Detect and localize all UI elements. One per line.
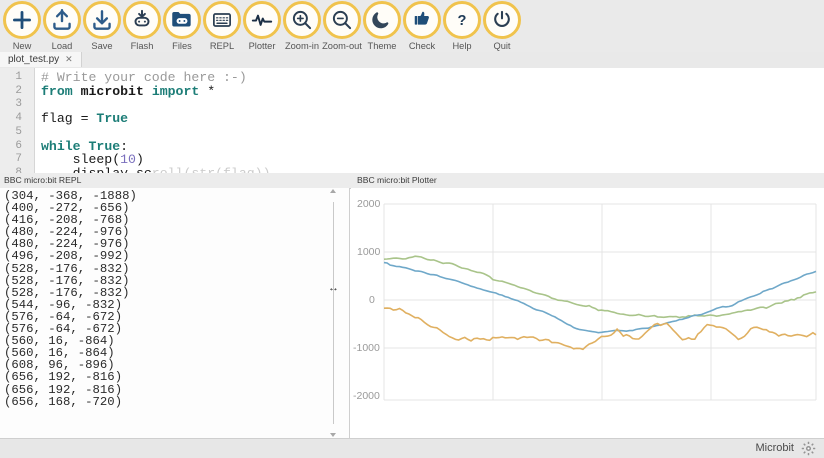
svg-text:?: ? [458, 13, 467, 29]
